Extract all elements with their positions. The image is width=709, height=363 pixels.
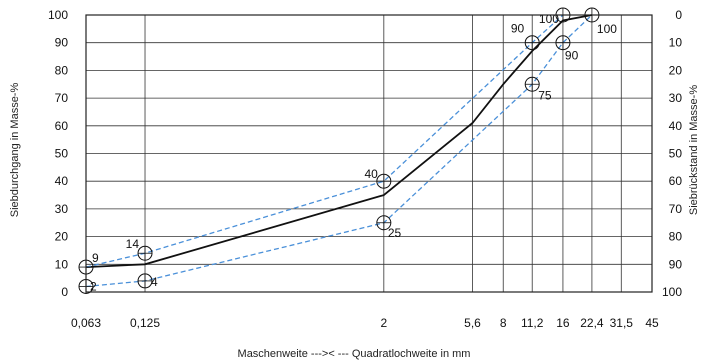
marker-value-label: 100 (539, 12, 559, 26)
y-axis-label-right: Siebrückstand in Masse-% (688, 85, 700, 215)
y-tick-label-left: 20 (55, 230, 69, 244)
marker-value-label: 4 (151, 275, 158, 289)
y-tick-label-right: 70 (669, 202, 683, 216)
marker-value-label: 40 (364, 167, 378, 181)
y-tick-label-left: 10 (55, 257, 69, 271)
marker-value-label: 14 (126, 237, 140, 251)
y-tick-label-right: 60 (669, 174, 683, 188)
y-tick-label-right: 20 (669, 63, 683, 77)
marker-value-label: 90 (565, 49, 579, 63)
series-line-curve (85, 14, 593, 268)
y-tick-label-right: 0 (675, 8, 682, 22)
y-tick-label-right: 100 (662, 285, 682, 299)
y-tick-label-right: 10 (669, 36, 683, 50)
plot-frame (85, 14, 653, 293)
y-tick-label-left: 40 (55, 174, 69, 188)
x-tick-label: 2 (380, 316, 387, 330)
chart-markers: 9 2 14 4 40 25 90 75 90 100 100 (78, 7, 617, 294)
y-tick-label-right: 90 (669, 257, 683, 271)
y-tick-label-right: 80 (669, 230, 683, 244)
x-tick-label: 5,6 (464, 316, 481, 330)
marker-value-label: 2 (90, 279, 97, 293)
y-tick-label-left: 60 (55, 119, 69, 133)
marker-value-label: 9 (92, 251, 99, 265)
y-tick-label-right: 50 (669, 147, 683, 161)
x-tick-label: 0,125 (130, 316, 160, 330)
marker-value-label: 90 (511, 22, 525, 36)
y-tick-label-left: 0 (61, 285, 68, 299)
x-axis-label: Maschenweite --->< --- Quadratlochweite … (238, 348, 471, 360)
x-tick-label: 22,4 (580, 316, 604, 330)
y-tick-label-left: 70 (55, 91, 69, 105)
x-tick-label: 8 (500, 316, 507, 330)
y-tick-label-left: 50 (55, 147, 69, 161)
x-tick-label: 11,2 (521, 316, 544, 330)
y-tick-label-left: 100 (48, 8, 68, 22)
x-tick-label: 0,063 (71, 316, 101, 330)
y-tick-label-right: 30 (669, 91, 683, 105)
marker-value-label: 75 (538, 88, 552, 102)
x-tick-label: 16 (556, 316, 570, 330)
y-tick-label-left: 90 (55, 36, 69, 50)
marker-value-label: 25 (388, 226, 402, 240)
y-tick-label-left: 80 (55, 63, 69, 77)
y-tick-label-right: 40 (669, 119, 683, 133)
x-tick-label: 31,5 (610, 316, 634, 330)
chart-series (85, 14, 593, 288)
y-axis-label-left: Siebdurchgang in Masse-% (9, 83, 21, 218)
y-tick-label-left: 30 (55, 202, 69, 216)
x-tick-label: 45 (645, 316, 659, 330)
marker-value-label: 100 (597, 22, 617, 36)
series-line-lower-limit (85, 14, 593, 288)
series-line-upper-limit (85, 14, 564, 268)
